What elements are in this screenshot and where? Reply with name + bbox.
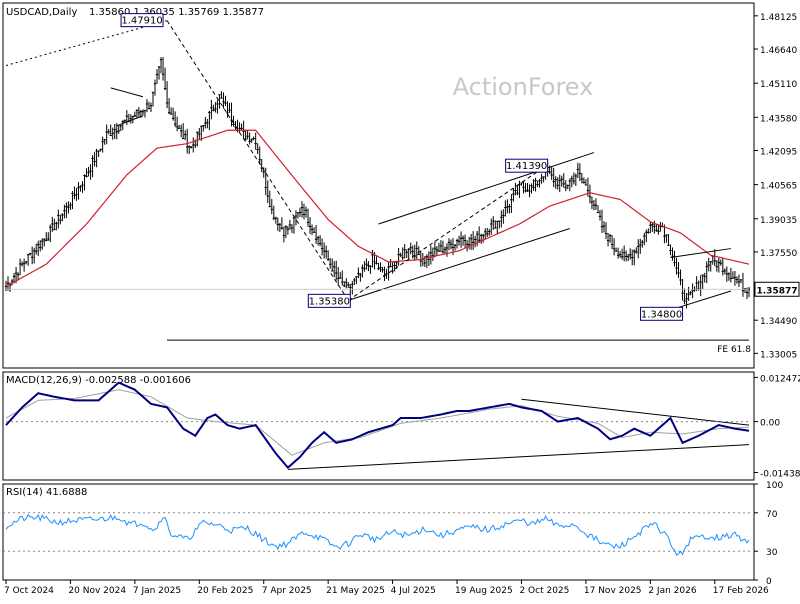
price-trendline <box>110 87 144 98</box>
price-trendline <box>378 152 595 225</box>
x-tick-label: 17 Nov 2025 <box>584 586 642 596</box>
price-y-tick-label: 1.34490 <box>760 317 797 327</box>
price-trendline <box>670 290 732 311</box>
price-label-text: 1.35380 <box>309 296 350 307</box>
macd-y-tick-label: -0.014389 <box>760 470 800 480</box>
price-trendline <box>166 20 349 301</box>
x-tick-label: 21 May 2025 <box>326 586 385 596</box>
price-y-tick-label: 1.40565 <box>760 182 797 192</box>
price-y-tick-label: 1.45110 <box>760 80 797 90</box>
x-tick-label: 7 Apr 2025 <box>262 586 312 596</box>
price-label-box <box>120 13 164 28</box>
x-tick-label: 20 Feb 2025 <box>197 586 253 596</box>
macd-title: MACD(12,26,9) -0.002588 -0.001606 <box>6 375 191 386</box>
price-label-box <box>505 158 549 173</box>
macd-signal-line <box>5 389 750 456</box>
x-tick-label: 7 Oct 2024 <box>4 586 54 596</box>
price-label-text: 1.34800 <box>641 309 682 320</box>
macd-y-tick-label: 0.00 <box>760 419 780 429</box>
macd-trendline <box>521 398 750 426</box>
x-tick-label: 7 Jan 2025 <box>133 586 181 596</box>
price-y-tick-label: 1.48125 <box>760 13 797 23</box>
x-tick-label: 17 Feb 2026 <box>713 586 769 596</box>
x-tick-label: 4 Jul 2025 <box>391 586 436 596</box>
rsi-line <box>5 514 750 556</box>
x-tick-label: 2 Jan 2026 <box>648 586 696 596</box>
fe-level-label: FE 61.8 <box>717 345 751 355</box>
macd-line <box>5 381 750 470</box>
price-label-box <box>307 293 351 308</box>
price-y-tick-label: 1.42095 <box>760 147 797 157</box>
price-label-text: 1.41390 <box>506 161 547 172</box>
rsi-y-tick-label: 100 <box>766 481 783 491</box>
last-price-box <box>754 281 800 297</box>
symbol-label: USDCAD,Daily <box>6 7 77 18</box>
price-trendline <box>670 248 731 258</box>
macd-panel: MACD(12,26,9) -0.002588 -0.001606 <box>5 375 750 470</box>
chart-axes: 1.48125 1.46640 1.45110 1.43580 1.42095 1.405… <box>4 13 800 596</box>
moving-average-line <box>5 129 750 288</box>
price-y-tick-label: 1.46640 <box>760 46 797 56</box>
price-trendline <box>116 115 144 127</box>
watermark: ActionForex <box>453 73 594 101</box>
rsi-y-tick-label: 70 <box>766 510 778 520</box>
macd-y-tick-label: 0.012472 <box>760 374 800 384</box>
rsi-y-tick-label: 0 <box>766 577 772 587</box>
price-panel-border <box>2 2 755 369</box>
price-y-tick-label: 1.43580 <box>760 114 797 124</box>
price-y-tick-label: 1.39035 <box>760 216 797 226</box>
ohlc-label: 1.35860 1.36035 1.35769 1.35877 <box>89 7 264 18</box>
macd-trendline <box>287 444 750 470</box>
rsi-y-tick-label: 30 <box>766 548 778 558</box>
price-panel: ActionForex USDCAD,Daily 1.35860 1.36035… <box>4 7 800 355</box>
macd-panel-border <box>2 371 755 481</box>
price-label-text: 1.47910 <box>121 16 162 27</box>
x-tick-label: 19 Aug 2025 <box>455 586 513 596</box>
chart-frame <box>2 2 755 581</box>
price-y-tick-label: 1.33005 <box>760 350 797 360</box>
rsi-panel-border <box>2 483 755 581</box>
price-label-box <box>640 306 684 321</box>
price-y-tick-label: 1.37550 <box>760 249 797 259</box>
x-tick-label: 2 Oct 2025 <box>519 586 569 596</box>
price-trendline <box>348 165 546 301</box>
price-trendline <box>348 227 570 301</box>
last-price-text: 1.35877 <box>757 286 798 296</box>
rsi-title: RSI(14) 41.6888 <box>6 487 87 498</box>
price-trendline <box>5 20 168 66</box>
x-tick-label: 20 Nov 2024 <box>68 586 126 596</box>
rsi-panel: RSI(14) 41.6888 <box>3 487 754 556</box>
